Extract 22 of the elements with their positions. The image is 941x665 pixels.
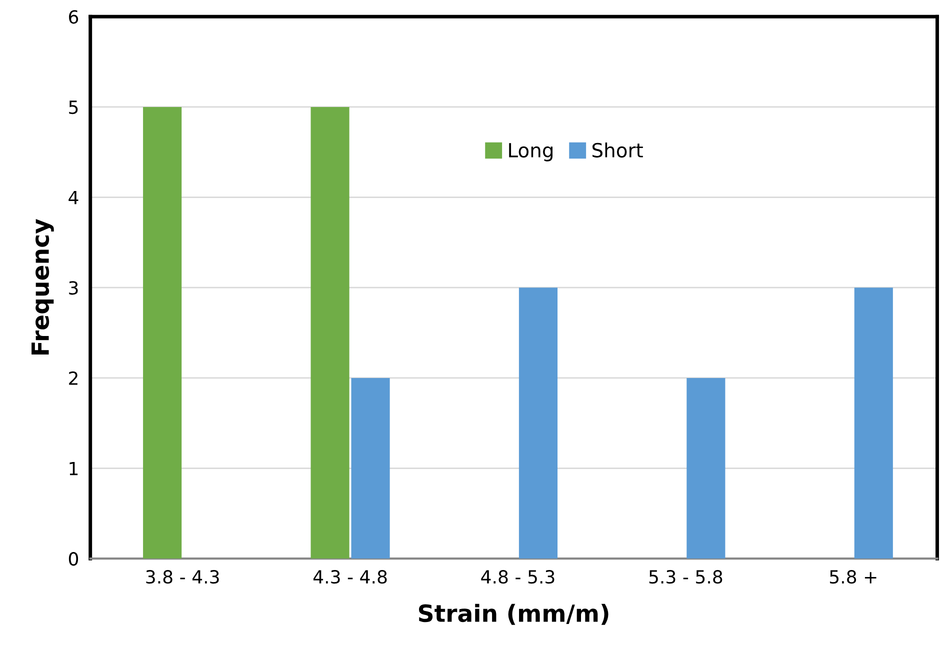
x-axis-title: Strain (mm/m) xyxy=(418,604,608,625)
x-tick-label: 4.8 - 5.3 xyxy=(481,570,554,584)
legend-label: Long xyxy=(509,143,552,162)
y-axis-title: Frequency xyxy=(32,218,54,355)
bar xyxy=(854,288,893,559)
x-tick-label: 5.3 - 5.8 xyxy=(649,570,722,584)
x-tick-label: 5.8 + xyxy=(830,570,876,584)
x-tick-label: 4.3 - 4.8 xyxy=(313,570,387,584)
bar xyxy=(351,378,390,559)
x-tick-label: 3.8 - 4.3 xyxy=(146,570,219,584)
y-tick-label: 3 xyxy=(69,281,78,295)
bar xyxy=(518,288,558,559)
bar xyxy=(310,106,350,559)
y-tick-label: 6 xyxy=(69,10,78,24)
y-tick-label: 0 xyxy=(68,552,78,566)
y-tick-label: 4 xyxy=(68,190,78,204)
y-tick-label: 1 xyxy=(70,462,78,476)
legend-label: Short xyxy=(592,142,643,158)
bar xyxy=(143,106,182,559)
bar xyxy=(686,378,726,559)
y-tick-label: 2 xyxy=(69,371,78,385)
y-tick-label: 5 xyxy=(69,100,78,114)
